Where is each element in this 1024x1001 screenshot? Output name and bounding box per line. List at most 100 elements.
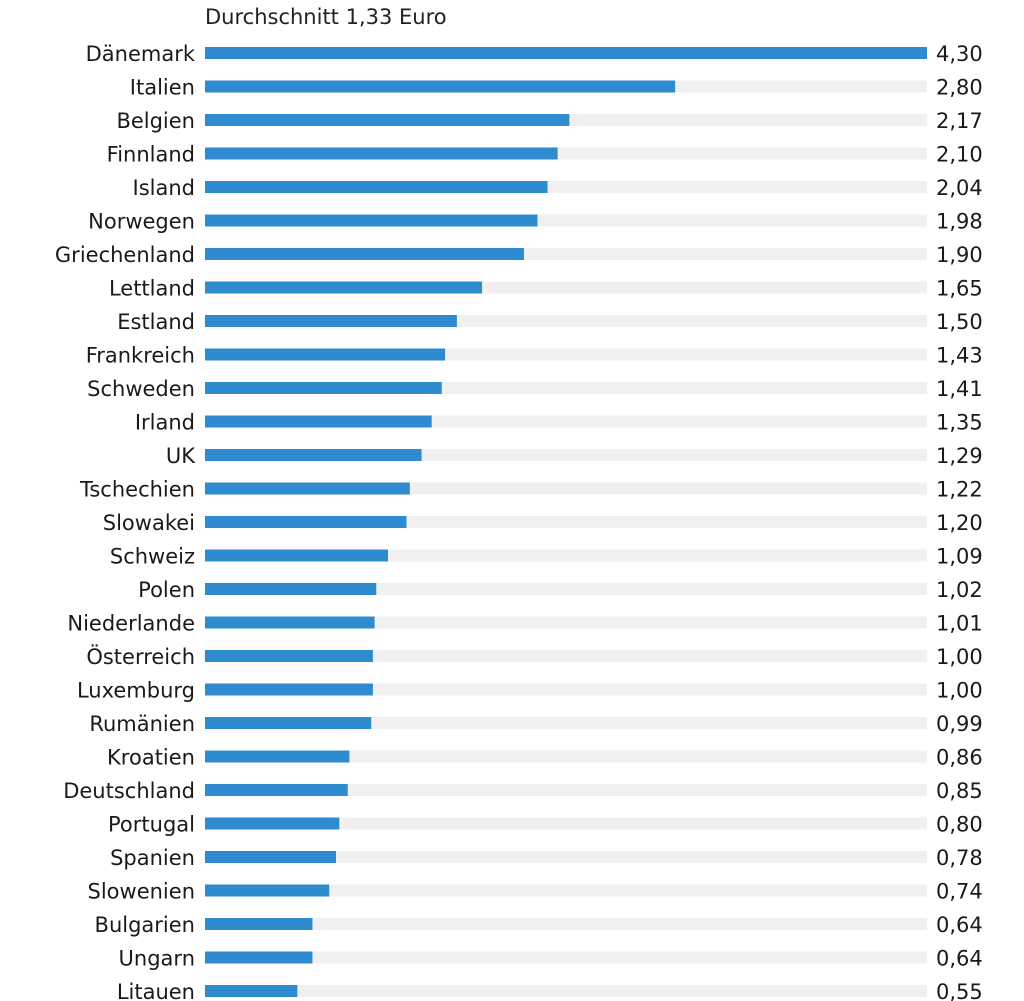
bar — [205, 348, 446, 361]
bar-track — [205, 650, 927, 662]
value-label: 1,00 — [936, 679, 983, 703]
bar — [205, 951, 313, 964]
chart-subtitle: Durchschnitt 1,33 Euro — [205, 5, 447, 29]
bar-track — [205, 817, 927, 830]
bar-track — [205, 985, 927, 997]
category-label: Schweiz — [110, 545, 195, 569]
bar-track — [205, 683, 927, 696]
value-label: 1,22 — [936, 478, 983, 502]
bar-track — [205, 851, 927, 863]
category-label: Belgien — [116, 109, 195, 133]
bar-track — [205, 918, 927, 930]
bar — [205, 415, 432, 428]
category-label: Spanien — [110, 846, 195, 870]
category-label: Frankreich — [86, 344, 195, 368]
category-label: Lettland — [109, 277, 195, 301]
category-label: Griechenland — [55, 243, 195, 267]
category-label: Tschechien — [79, 478, 195, 502]
bar — [205, 147, 558, 160]
bar — [205, 382, 442, 394]
bar — [205, 750, 350, 763]
value-label: 1,50 — [936, 310, 983, 334]
category-label: Deutschland — [63, 779, 195, 803]
bar-track — [205, 717, 927, 729]
category-label: Schweden — [87, 377, 195, 401]
category-label: Portugal — [108, 813, 195, 837]
value-label: 1,02 — [936, 578, 983, 602]
value-label: 1,29 — [936, 444, 983, 468]
value-label: 1,90 — [936, 243, 983, 267]
bar — [205, 281, 483, 294]
category-label: Litauen — [117, 980, 195, 1001]
category-label: Norwegen — [88, 210, 195, 234]
value-label: 1,09 — [936, 545, 983, 569]
bar — [205, 817, 340, 830]
category-label: Island — [133, 176, 195, 200]
category-label: Luxemburg — [77, 679, 195, 703]
category-label: Irland — [135, 411, 195, 435]
category-label: Rumänien — [89, 712, 195, 736]
value-label: 1,43 — [936, 344, 983, 368]
bar — [205, 884, 330, 897]
value-label: 4,30 — [936, 42, 983, 66]
bar — [205, 80, 676, 93]
bar — [205, 248, 525, 260]
bar — [205, 784, 348, 796]
value-label: 0,99 — [936, 712, 983, 736]
bar — [205, 851, 336, 863]
bar — [205, 918, 313, 930]
category-label: Slowenien — [88, 880, 195, 904]
bar-track — [205, 750, 927, 763]
bar — [205, 47, 927, 59]
bar — [205, 315, 457, 327]
bar — [205, 449, 422, 461]
bar-track — [205, 951, 927, 964]
value-label: 0,86 — [936, 746, 983, 770]
bar — [205, 616, 375, 629]
category-label: Finnland — [107, 143, 195, 167]
bar — [205, 114, 570, 126]
value-label: 0,64 — [936, 913, 983, 937]
bar — [205, 482, 410, 495]
category-label: Dänemark — [86, 42, 196, 66]
bar-track — [205, 583, 927, 595]
bar — [205, 583, 377, 595]
value-label: 2,10 — [936, 143, 983, 167]
category-label: Italien — [130, 76, 195, 100]
category-label: Niederlande — [67, 612, 195, 636]
value-label: 0,78 — [936, 846, 983, 870]
bar — [205, 717, 372, 729]
value-label: 2,04 — [936, 176, 983, 200]
value-label: 1,98 — [936, 210, 983, 234]
bar — [205, 181, 548, 193]
bar-track — [205, 616, 927, 629]
category-label: Ungarn — [119, 947, 195, 971]
value-label: 0,85 — [936, 779, 983, 803]
value-label: 0,55 — [936, 980, 983, 1001]
value-label: 1,20 — [936, 511, 983, 535]
bar — [205, 516, 407, 528]
value-label: 0,80 — [936, 813, 983, 837]
value-label: 1,41 — [936, 377, 983, 401]
value-label: 1,35 — [936, 411, 983, 435]
value-label: 1,00 — [936, 645, 983, 669]
category-label: Kroatien — [107, 746, 195, 770]
bar-track — [205, 784, 927, 796]
value-label: 0,64 — [936, 947, 983, 971]
category-label: Estland — [117, 310, 195, 334]
value-label: 1,01 — [936, 612, 983, 636]
bar-track — [205, 884, 927, 897]
bar — [205, 683, 373, 696]
category-label: Bulgarien — [95, 913, 195, 937]
bar — [205, 650, 373, 662]
category-label: UK — [166, 444, 196, 468]
category-label: Polen — [138, 578, 195, 602]
value-label: 2,17 — [936, 109, 983, 133]
value-label: 2,80 — [936, 76, 983, 100]
value-label: 1,65 — [936, 277, 983, 301]
bar — [205, 985, 298, 997]
category-label: Österreich — [86, 644, 195, 669]
value-label: 0,74 — [936, 880, 983, 904]
category-label: Slowakei — [103, 511, 195, 535]
